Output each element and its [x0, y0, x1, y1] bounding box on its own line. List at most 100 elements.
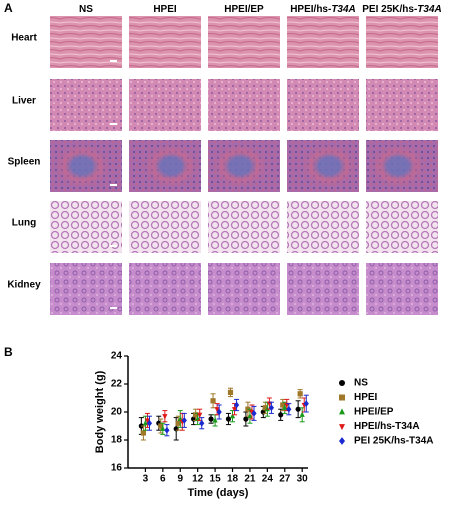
x-tick-label: 3 [143, 474, 149, 485]
marker [195, 415, 201, 422]
marker [339, 394, 345, 401]
x-tick-label: 30 [297, 474, 309, 485]
marker [146, 419, 153, 427]
follicle [141, 142, 201, 190]
histology-image [366, 263, 438, 315]
histology-image [208, 79, 280, 131]
row-label: Spleen [8, 157, 41, 168]
header-part: T34A [417, 4, 441, 15]
marker [216, 408, 222, 416]
histology-image [129, 79, 201, 131]
x-tick-label: 6 [160, 474, 166, 485]
marker [181, 417, 187, 424]
histology-image [50, 16, 122, 68]
marker [282, 404, 288, 410]
marker [339, 408, 345, 415]
marker [231, 407, 238, 413]
marker [243, 416, 249, 422]
legend-label: HPEI [354, 392, 378, 403]
marker [214, 407, 220, 413]
header-part: HPEI/EP [224, 4, 264, 15]
marker [210, 398, 216, 404]
histology-image [208, 263, 280, 315]
marker [227, 389, 234, 395]
legend-label: HPEI/hs-T34A [354, 421, 420, 432]
y-axis-title: Body weight (g) [94, 370, 106, 453]
x-tick-label: 18 [227, 474, 239, 485]
marker [160, 425, 166, 431]
column-header: PEI 25K/hs-T34A [362, 4, 441, 15]
marker [299, 411, 305, 417]
y-tick-label: 24 [111, 351, 123, 362]
histology-image [287, 263, 359, 315]
header-part: PEI 25K/hs- [362, 4, 417, 15]
marker [278, 412, 284, 418]
scale-bar [110, 307, 117, 309]
x-tick-label: 21 [244, 474, 256, 485]
marker [339, 380, 345, 386]
follicle [299, 142, 359, 190]
marker [212, 417, 218, 423]
panel-label: B [4, 345, 13, 359]
marker [286, 405, 292, 413]
histology-image [50, 79, 122, 131]
row-label: Heart [11, 33, 37, 44]
y-tick-label: 16 [111, 463, 123, 474]
legend-label: PEI 25K/hs-T34A [354, 436, 433, 447]
marker [164, 426, 170, 434]
scale-bar [110, 123, 117, 125]
marker [142, 420, 149, 426]
marker [247, 413, 253, 419]
marker [264, 406, 270, 412]
marker [295, 406, 301, 412]
marker [225, 416, 232, 422]
scale-bar [110, 245, 117, 247]
legend-label: NS [354, 378, 368, 389]
histology-image [129, 263, 201, 315]
histology-image [50, 263, 122, 315]
histology-image [287, 79, 359, 131]
row-label: Lung [12, 218, 36, 229]
column-header: HPEI/EP [224, 4, 264, 15]
histology-image [208, 201, 280, 253]
histology-image [366, 16, 438, 68]
header-part: HPEI [153, 4, 177, 15]
histology-image [366, 201, 438, 253]
legend-label: HPEI/EP [354, 407, 394, 418]
histology-image [366, 79, 438, 131]
marker [233, 401, 240, 409]
x-tick-label: 15 [210, 474, 222, 485]
marker [197, 412, 203, 418]
header-part: HPEI/hs- [290, 4, 331, 15]
row-label: Liver [12, 96, 36, 107]
column-header: NS [79, 4, 93, 15]
marker [144, 418, 151, 424]
marker [297, 391, 303, 397]
x-tick-label: 24 [262, 474, 274, 485]
marker [268, 404, 275, 412]
follicle [210, 142, 270, 190]
marker [303, 400, 309, 407]
marker [175, 420, 181, 426]
header-part: T34A [331, 4, 355, 15]
marker [266, 401, 272, 407]
x-axis-title: Time (days) [188, 487, 249, 499]
x-tick-label: 12 [192, 474, 204, 485]
marker [140, 430, 146, 436]
column-header: HPEI [153, 4, 177, 15]
x-tick-label: 9 [177, 474, 183, 485]
marker [339, 424, 345, 431]
panel-label: A [4, 1, 13, 15]
scale-bar [110, 184, 117, 186]
y-tick-label: 20 [111, 407, 123, 418]
follicle [52, 142, 112, 190]
histology-image [50, 201, 122, 253]
x-tick-label: 27 [279, 474, 291, 485]
histology-image [129, 201, 201, 253]
y-tick-label: 18 [111, 435, 123, 446]
row-label: Kidney [7, 280, 41, 291]
header-part: NS [79, 4, 93, 15]
histology-image [287, 201, 359, 253]
